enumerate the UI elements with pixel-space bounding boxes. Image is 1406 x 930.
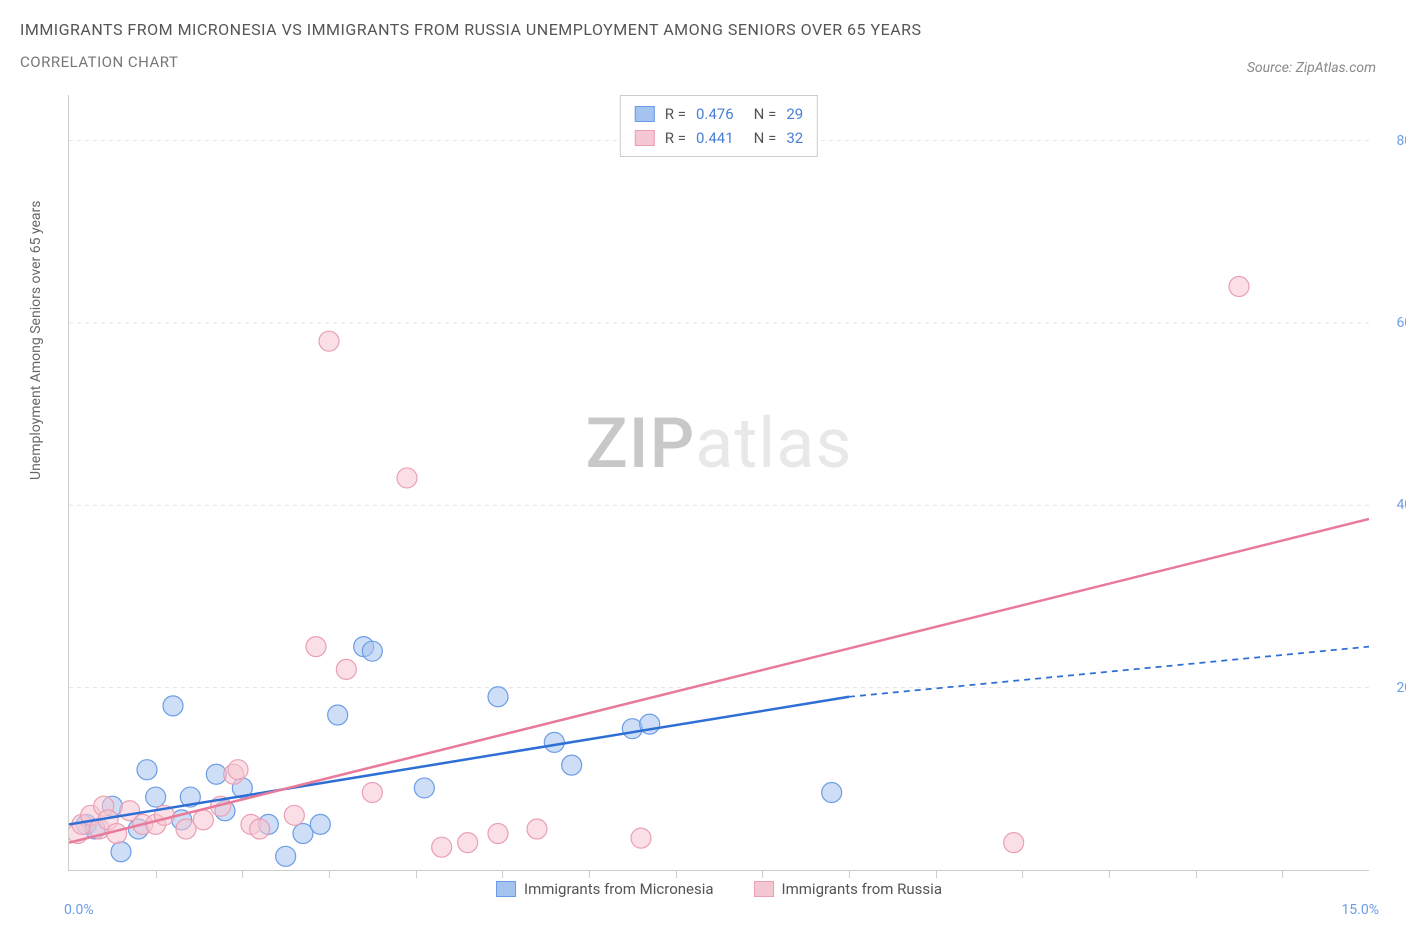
data-point — [310, 814, 330, 834]
data-point — [1004, 833, 1024, 853]
chart-area: ZIPatlas R = 0.476N = 29R = 0.441N = 32 … — [68, 95, 1369, 871]
data-point — [276, 846, 296, 866]
data-point — [562, 755, 582, 775]
legend-series: Immigrants from Micronesia Immigrants fro… — [496, 880, 942, 898]
y-tick-label: 80.0% — [1396, 133, 1406, 149]
data-point — [397, 468, 417, 488]
data-point — [414, 778, 434, 798]
legend-series-item: Immigrants from Russia — [754, 880, 942, 898]
legend-stat-row: R = 0.441N = 32 — [635, 126, 803, 150]
data-point — [488, 687, 508, 707]
data-point — [319, 331, 339, 351]
chart-title: IMMIGRANTS FROM MICRONESIA VS IMMIGRANTS… — [20, 20, 922, 39]
y-axis-label: Unemployment Among Seniors over 65 years — [28, 201, 44, 481]
source-label: Source: ZipAtlas.com — [1247, 60, 1376, 76]
data-point — [250, 819, 270, 839]
data-point — [527, 819, 547, 839]
x-tick-label: 15.0% — [1341, 902, 1379, 918]
legend-series-item: Immigrants from Micronesia — [496, 880, 714, 898]
data-point — [193, 810, 213, 830]
data-point — [458, 833, 478, 853]
data-point — [137, 760, 157, 780]
data-point — [432, 837, 452, 857]
data-point — [111, 842, 131, 862]
data-point — [1229, 276, 1249, 296]
y-tick-label: 20.0% — [1396, 680, 1406, 696]
data-point — [622, 719, 642, 739]
data-point — [822, 783, 842, 803]
legend-swatch — [754, 881, 774, 897]
data-point — [362, 641, 382, 661]
data-point — [146, 787, 166, 807]
y-tick-label: 40.0% — [1396, 497, 1406, 513]
data-point — [631, 828, 651, 848]
data-point — [544, 732, 564, 752]
data-point — [228, 760, 248, 780]
data-point — [163, 696, 183, 716]
legend-swatch — [635, 106, 655, 122]
data-point — [336, 659, 356, 679]
y-tick-label: 60.0% — [1396, 315, 1406, 331]
legend-swatch — [635, 130, 655, 146]
x-tick-label: 0.0% — [64, 902, 94, 918]
data-point — [306, 637, 326, 657]
data-point — [362, 783, 382, 803]
legend-stats: R = 0.476N = 29R = 0.441N = 32 — [620, 95, 818, 157]
legend-swatch — [496, 881, 516, 897]
data-point — [328, 705, 348, 725]
chart-subtitle: CORRELATION CHART — [20, 53, 922, 71]
scatter-plot — [69, 95, 1369, 870]
data-point — [488, 824, 508, 844]
legend-stat-row: R = 0.476N = 29 — [635, 102, 803, 126]
data-point — [284, 805, 304, 825]
